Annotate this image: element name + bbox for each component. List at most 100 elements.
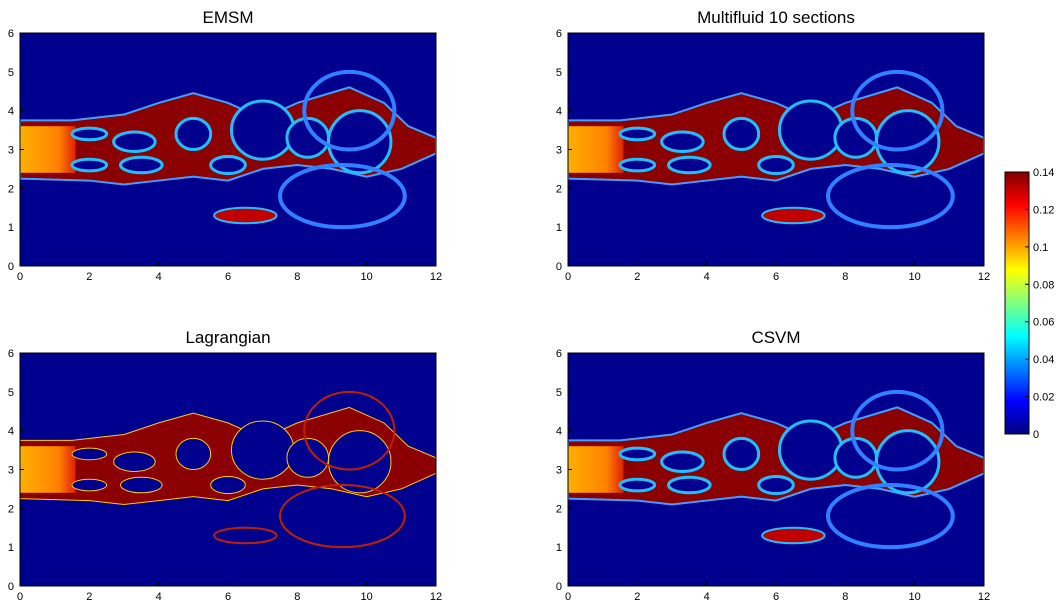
x-tick-label: 12 — [430, 591, 442, 603]
plume-tongue — [761, 206, 826, 225]
plume-hole — [618, 477, 657, 493]
plume-core — [568, 446, 624, 493]
colorbar-tick-label: 0 — [1033, 429, 1039, 441]
plume-ring — [279, 484, 406, 549]
plume-hole — [209, 154, 247, 176]
x-tick-label: 10 — [909, 591, 921, 603]
plume-ring — [850, 389, 945, 472]
y-tick-label: 1 — [8, 222, 14, 234]
colorbar-tick-label: 0.14 — [1033, 167, 1054, 179]
plume-hole — [71, 447, 108, 461]
colorbar-tick-label: 0.04 — [1033, 354, 1054, 366]
plume-hole — [618, 126, 657, 142]
y-tick-label: 4 — [8, 106, 14, 118]
y-tick-label: 2 — [8, 183, 14, 195]
y-tick-label: 5 — [556, 67, 562, 79]
plume-hole — [757, 474, 795, 496]
colorbar-tick-label: 0.12 — [1033, 204, 1054, 216]
x-tick-label: 0 — [565, 271, 571, 283]
plume-core — [20, 126, 76, 173]
x-tick-label: 6 — [225, 591, 231, 603]
y-tick-label: 0 — [556, 581, 562, 593]
y-tick-label: 1 — [8, 542, 14, 554]
plume-hole — [70, 126, 109, 142]
plume-hole — [71, 478, 108, 492]
x-tick-label: 4 — [704, 591, 710, 603]
x-tick-label: 10 — [361, 591, 373, 603]
y-tick-label: 6 — [8, 348, 14, 360]
x-tick-label: 8 — [294, 271, 300, 283]
plume-hole — [667, 475, 712, 495]
y-tick-label: 4 — [556, 426, 562, 438]
plume-hole — [327, 109, 393, 175]
y-tick-label: 4 — [556, 106, 562, 118]
x-tick-label: 10 — [909, 271, 921, 283]
plume-hole — [230, 420, 295, 480]
plume-ring — [826, 163, 955, 230]
x-tick-label: 10 — [361, 271, 373, 283]
y-tick-label: 5 — [556, 387, 562, 399]
x-tick-label: 12 — [978, 271, 990, 283]
y-tick-label: 0 — [8, 261, 14, 273]
plume-hole — [875, 109, 941, 175]
heatmap — [20, 33, 436, 266]
x-tick-label: 4 — [156, 591, 162, 603]
x-tick-label: 4 — [704, 271, 710, 283]
plume-ring — [826, 483, 955, 550]
plume-core — [20, 446, 76, 493]
y-tick-label: 3 — [8, 145, 14, 157]
colorbar-tick-label: 0.08 — [1033, 279, 1054, 291]
y-tick-label: 6 — [556, 348, 562, 360]
y-tick-label: 2 — [8, 503, 14, 515]
plume-hole — [229, 99, 296, 161]
panel-title: CSVM — [751, 328, 800, 347]
x-tick-label: 2 — [634, 271, 640, 283]
y-tick-label: 2 — [556, 183, 562, 195]
heatmap — [568, 353, 984, 586]
plume-tongue — [761, 526, 826, 545]
plume-hole — [618, 446, 657, 462]
plume-hole — [875, 429, 941, 495]
plume-hole — [119, 155, 164, 175]
y-tick-label: 6 — [556, 28, 562, 40]
plume-ring — [850, 69, 945, 152]
plume-hole — [210, 475, 246, 495]
x-tick-label: 12 — [430, 271, 442, 283]
plume-hole — [120, 476, 163, 494]
x-tick-label: 4 — [156, 271, 162, 283]
plume-hole — [618, 157, 657, 173]
colorbar — [1004, 171, 1030, 435]
y-tick-label: 1 — [556, 542, 562, 554]
heatmap — [20, 353, 436, 586]
y-tick-label: 3 — [556, 145, 562, 157]
colorbar-tick-label: 0.1 — [1033, 242, 1048, 254]
x-tick-label: 12 — [978, 591, 990, 603]
heatmap — [568, 33, 984, 266]
plume-hole — [174, 116, 213, 151]
x-tick-label: 2 — [634, 591, 640, 603]
colorbar-tick-label: 0.02 — [1033, 392, 1054, 404]
plume-ring — [302, 69, 397, 152]
y-tick-label: 3 — [556, 465, 562, 477]
plume-hole — [70, 157, 109, 173]
plume-hole — [175, 437, 212, 471]
y-tick-label: 0 — [8, 581, 14, 593]
plume-hole — [777, 419, 844, 481]
plume-core — [568, 126, 624, 173]
plume-hole — [112, 130, 157, 153]
panel-title: Multifluid 10 sections — [697, 8, 855, 27]
plume-hole — [660, 450, 705, 473]
plume-tongue — [213, 526, 278, 545]
x-tick-label: 2 — [86, 271, 92, 283]
x-tick-label: 0 — [17, 591, 23, 603]
panel-title: Lagrangian — [185, 328, 270, 347]
plume-hole — [757, 154, 795, 176]
plume-hole — [777, 99, 844, 161]
y-tick-label: 3 — [8, 465, 14, 477]
y-tick-label: 4 — [8, 426, 14, 438]
plume-tongue — [213, 206, 278, 225]
plume-hole — [722, 436, 761, 472]
colorbar-tick-label: 0.06 — [1033, 317, 1054, 329]
plume-hole — [667, 155, 712, 175]
